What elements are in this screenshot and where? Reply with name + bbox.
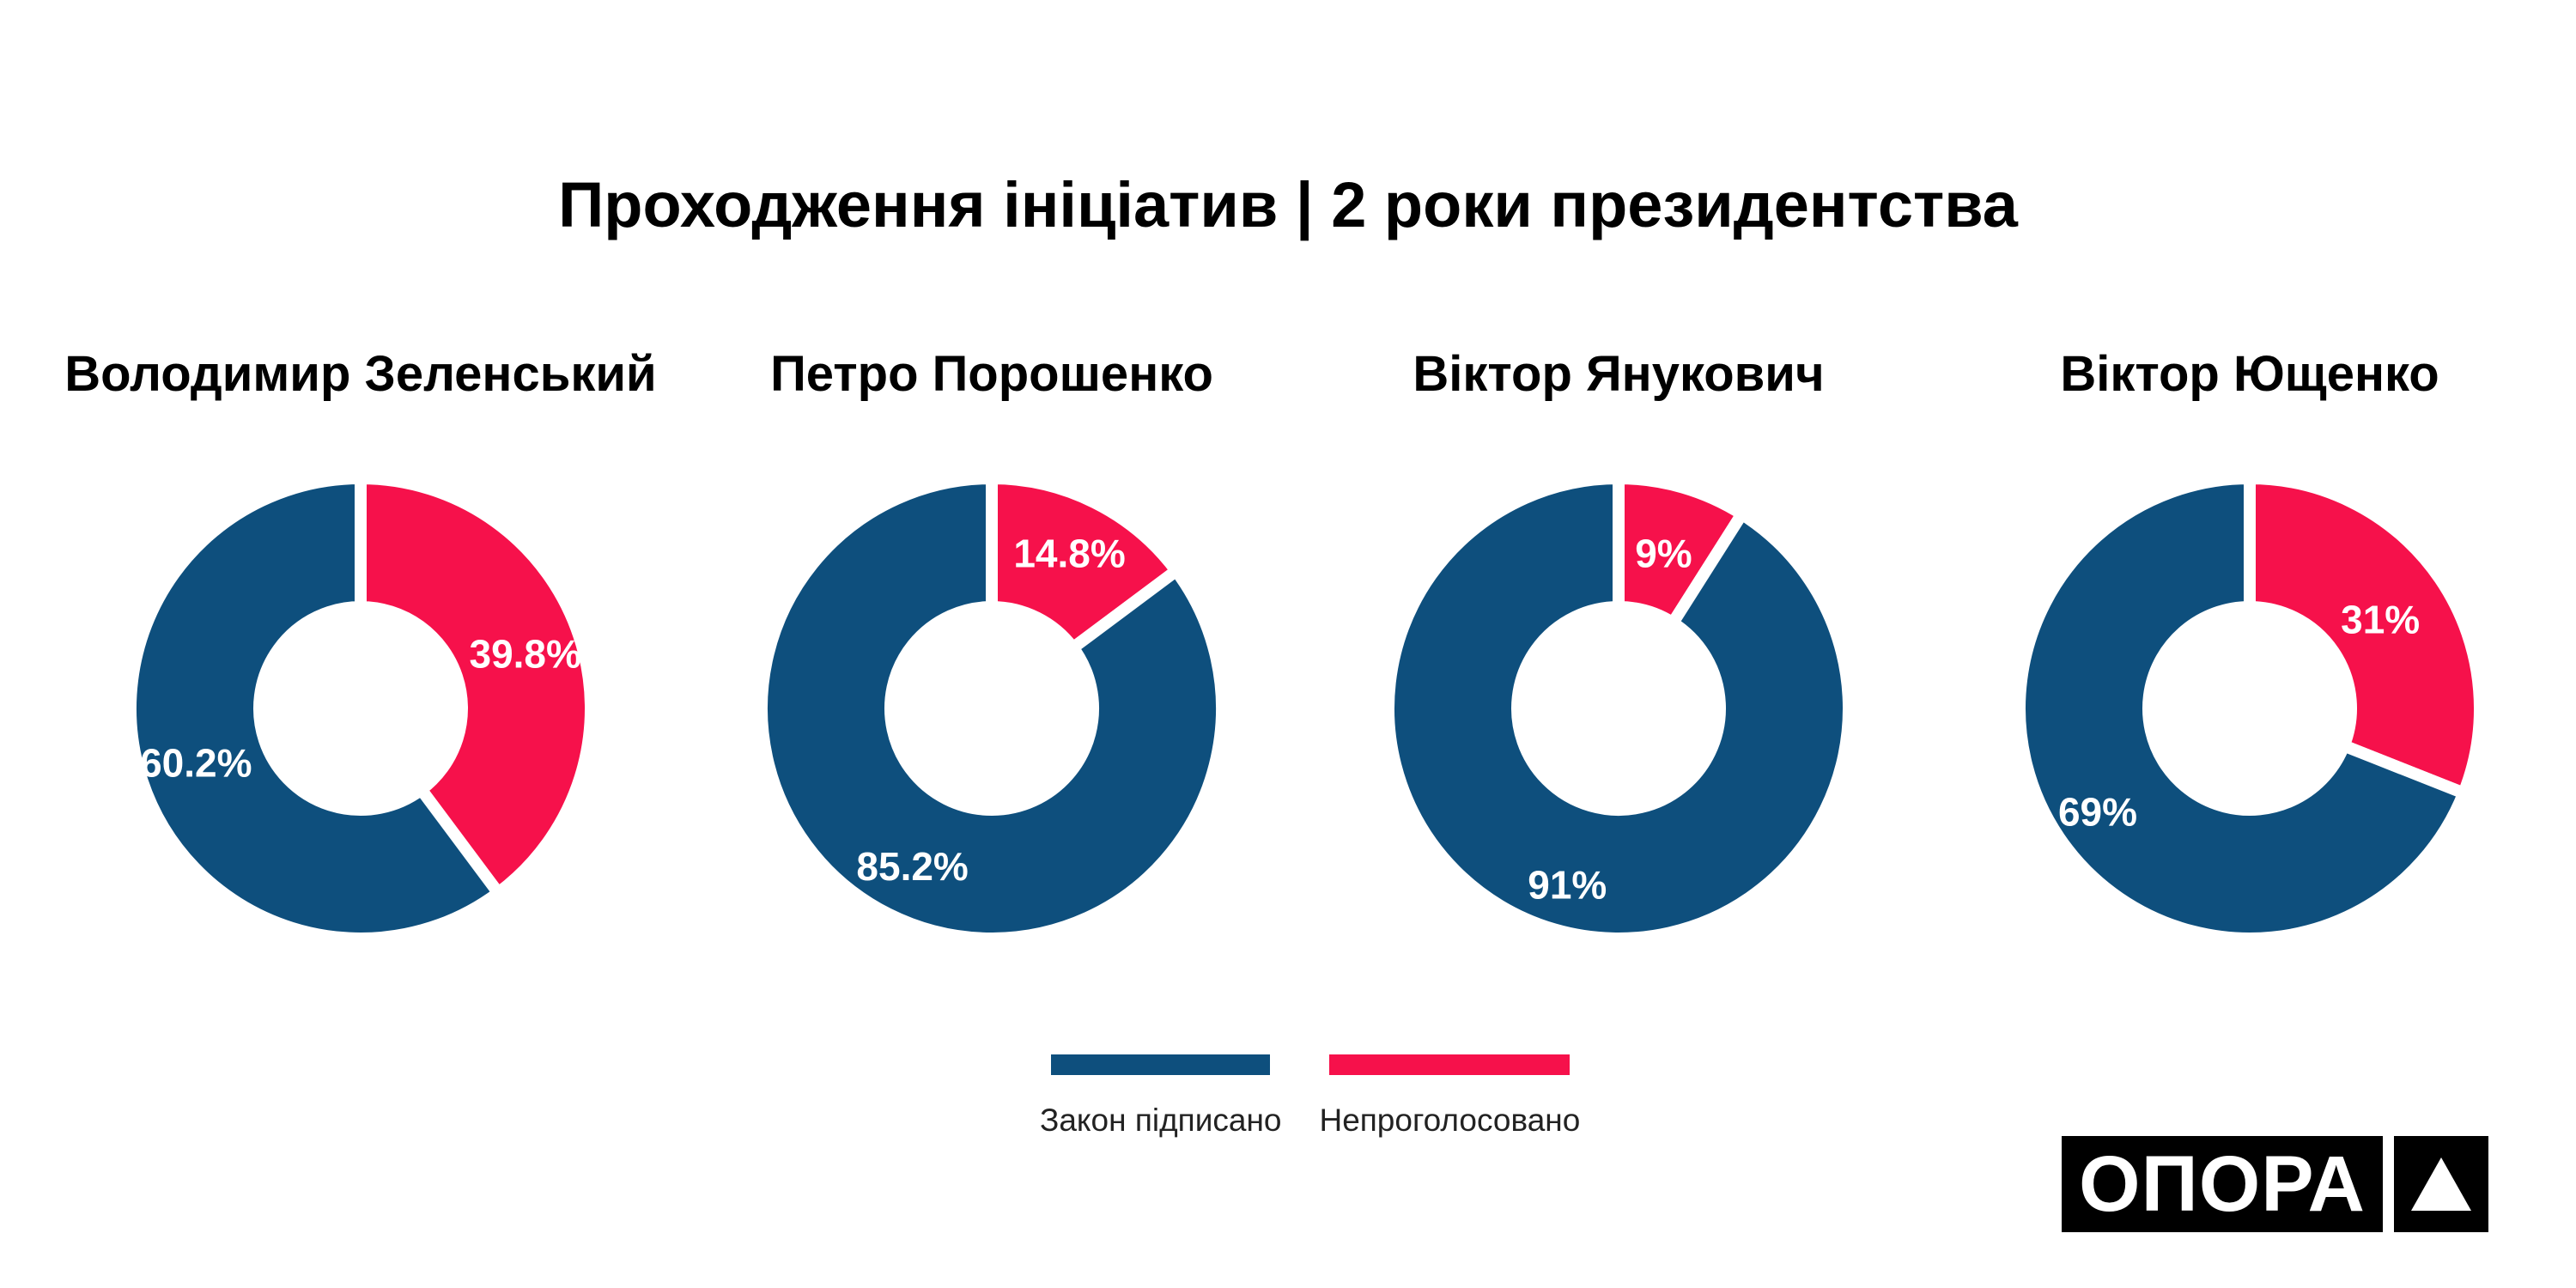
president-name: Віктор Янукович — [1413, 346, 1825, 402]
legend-swatch-signed — [1051, 1054, 1271, 1075]
donut-chart: 31% 69% — [2014, 471, 2486, 945]
triangle-icon — [2411, 1157, 2471, 1211]
legend: Закон підписано Непроголосовано — [1040, 1054, 1580, 1139]
opora-logo: ОПОРА — [2062, 1136, 2488, 1232]
donut-slice-not-voted — [355, 471, 597, 902]
president-name: Віктор Ющенко — [2060, 346, 2439, 402]
opora-logo-text: ОПОРА — [2062, 1136, 2383, 1232]
opora-logo-square — [2394, 1136, 2488, 1232]
donut-slice-label: 91% — [1528, 863, 1607, 908]
donut-slice-signed — [125, 471, 507, 945]
donut-slice-label: 69% — [2058, 789, 2137, 834]
donut-slice-label: 39.8% — [469, 631, 580, 676]
donut-slice-signed — [1382, 471, 1855, 945]
donut-slice-not-voted — [986, 471, 1185, 657]
donut-slice-signed — [756, 471, 1228, 945]
donut-chart: 9% 91% — [1382, 471, 1855, 945]
president-name: Петро Порошенко — [770, 346, 1213, 402]
donut-slice-not-voted — [2244, 471, 2486, 801]
donut-chart: 14.8% 85.2% — [756, 471, 1228, 945]
donut-slice-label: 9% — [1635, 531, 1692, 575]
legend-item-not-voted: Непроголосовано — [1319, 1054, 1580, 1139]
legend-label-signed: Закон підписано — [1040, 1103, 1282, 1138]
donut-chart: 39.8% 60.2% — [125, 471, 597, 945]
donut-slice-label: 31% — [2341, 598, 2420, 642]
donut-slice-label: 85.2% — [856, 844, 968, 889]
legend-swatch-not-voted — [1329, 1054, 1571, 1075]
donut-slice-label: 14.8% — [1013, 531, 1125, 575]
donut-slice-signed — [2014, 471, 2472, 945]
legend-item-signed: Закон підписано — [1040, 1054, 1281, 1139]
chart-title: Проходження ініціатив | 2 роки президент… — [558, 169, 2018, 240]
legend-label-not-voted: Непроголосовано — [1319, 1103, 1581, 1138]
donut-slice-label: 60.2% — [140, 741, 252, 786]
president-name: Володимир Зеленський — [64, 346, 657, 402]
